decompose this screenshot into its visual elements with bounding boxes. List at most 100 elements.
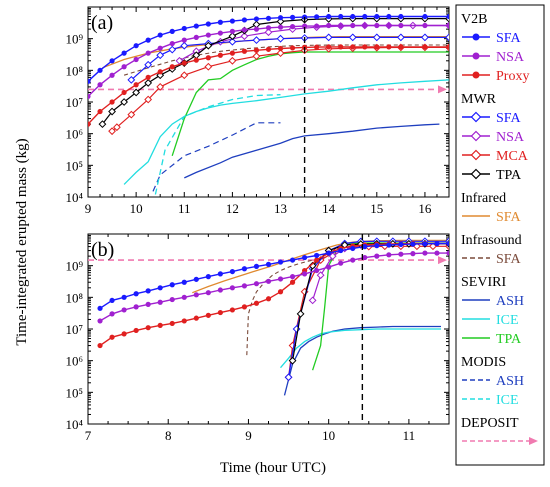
point-v2b-nsa: [145, 50, 151, 56]
point-v2b-sfa: [398, 13, 404, 20]
point-v2b-proxy: [229, 50, 235, 56]
point-v2b-nsa: [169, 296, 175, 303]
point-v2b-sfa: [289, 14, 296, 20]
point-v2b-proxy: [145, 74, 151, 80]
point-v2b-sfa: [88, 78, 91, 84]
series-line-mwr-tpa: [101, 18, 449, 125]
point-v2b-proxy: [314, 44, 320, 50]
point-v2b-proxy: [229, 307, 235, 313]
point-mwr-tpa: [98, 120, 107, 129]
legend-entry-label: ASH: [496, 294, 524, 309]
series-layer: [88, 237, 449, 396]
legend-entry-label: MCA: [496, 149, 529, 164]
point-v2b-nsa: [109, 72, 115, 78]
legend-group-title: Infrasound: [461, 233, 522, 248]
x-tick-label: 11: [178, 201, 191, 216]
point-v2b-proxy: [157, 69, 163, 75]
x-tick-label: 10: [130, 201, 143, 216]
point-v2b-nsa: [410, 251, 416, 257]
point-v2b-proxy: [338, 44, 344, 50]
point-v2b-nsa: [265, 25, 272, 31]
point-v2b-proxy: [265, 46, 272, 52]
point-v2b-proxy: [193, 315, 199, 321]
point-v2b-proxy: [145, 325, 151, 331]
point-v2b-sfa: [253, 16, 260, 22]
point-v2b-sfa: [277, 259, 284, 265]
legend-group-title: MWR: [461, 92, 497, 107]
point-mwr-tpa: [228, 32, 237, 41]
point-mwr-sfa: [144, 60, 153, 69]
point-v2b-sfa: [109, 297, 115, 304]
point-mwr-mca: [156, 82, 165, 91]
x-tick-label: 7: [85, 428, 92, 443]
legend-entry-label: NSA: [496, 50, 525, 65]
point-v2b-sfa: [181, 279, 187, 285]
legend-marker: [472, 33, 480, 41]
point-mwr-tpa: [144, 79, 153, 87]
point-v2b-proxy: [314, 257, 320, 263]
y-tick-label: 10⁴: [65, 417, 83, 432]
series-line-modis-ice: [154, 94, 281, 195]
point-v2b-nsa: [265, 278, 272, 284]
point-mwr-mca: [180, 71, 189, 80]
point-mwr-mca: [204, 62, 213, 71]
point-v2b-nsa: [241, 283, 248, 289]
series-line-mwr-sfa: [288, 240, 449, 378]
series-line-v2b-proxy: [88, 46, 449, 125]
point-v2b-nsa: [217, 30, 223, 36]
point-v2b-sfa: [422, 241, 428, 247]
point-v2b-sfa: [97, 67, 103, 73]
point-mwr-sfa: [348, 33, 357, 42]
point-v2b-sfa: [374, 243, 380, 249]
point-v2b-proxy: [181, 318, 187, 324]
series-line-seviri-ice: [280, 328, 441, 369]
point-v2b-sfa: [265, 261, 272, 267]
point-mwr-sfa: [421, 33, 429, 42]
x-tick-label: 9: [245, 428, 252, 443]
point-mwr-mca: [144, 95, 153, 104]
point-v2b-nsa: [133, 304, 139, 310]
y-tick-label: 10⁵: [65, 385, 83, 400]
point-v2b-proxy: [133, 327, 139, 334]
point-v2b-sfa: [338, 247, 344, 254]
point-v2b-sfa: [362, 13, 368, 20]
panel-label: (a): [91, 12, 113, 34]
point-v2b-proxy: [205, 55, 211, 61]
series-line-modis-ash: [152, 122, 281, 192]
legend-marker: [470, 149, 482, 161]
point-v2b-nsa: [338, 260, 344, 266]
x-tick-label: 9: [85, 201, 92, 216]
point-v2b-sfa: [145, 37, 151, 43]
point-v2b-proxy: [241, 304, 248, 310]
point-v2b-sfa: [314, 14, 320, 20]
y-tick-label: 10⁹: [65, 32, 83, 47]
point-v2b-proxy: [422, 44, 428, 50]
point-mwr-mca: [252, 52, 261, 61]
point-mwr-nsa: [308, 296, 317, 305]
point-mwr-sfa: [276, 34, 285, 43]
point-mwr-sfa: [127, 75, 136, 84]
point-v2b-sfa: [97, 305, 103, 311]
y-tick-label: 10⁸: [65, 290, 83, 305]
point-v2b-proxy: [109, 99, 115, 105]
point-v2b-nsa: [350, 22, 356, 29]
series-line-seviri-tpa: [311, 242, 449, 371]
legend-marker: [472, 71, 480, 79]
point-v2b-proxy: [374, 44, 380, 50]
point-v2b-proxy: [121, 89, 127, 96]
point-v2b-proxy: [133, 82, 139, 88]
point-v2b-sfa: [121, 50, 127, 56]
point-v2b-proxy: [169, 64, 175, 70]
panel-label: (b): [91, 239, 114, 261]
point-v2b-sfa: [229, 18, 235, 24]
point-v2b-nsa: [193, 292, 199, 298]
point-v2b-sfa: [326, 13, 332, 20]
point-v2b-nsa: [121, 307, 127, 313]
point-v2b-sfa: [314, 252, 320, 259]
deposit-arrowhead: [438, 85, 447, 94]
point-v2b-nsa: [181, 294, 187, 300]
point-v2b-sfa: [410, 241, 416, 247]
point-mwr-sfa: [372, 33, 381, 42]
point-v2b-sfa: [302, 254, 308, 261]
legend-group-title: Infrared: [461, 191, 506, 206]
